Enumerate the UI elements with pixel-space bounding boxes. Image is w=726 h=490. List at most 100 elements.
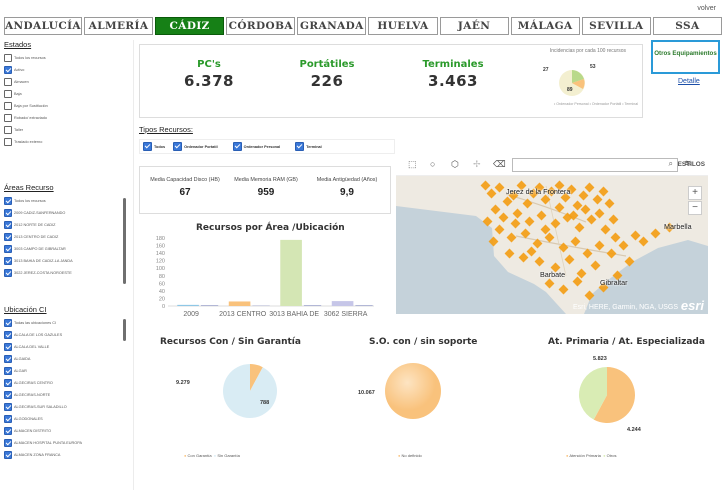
checkbox[interactable] (4, 245, 12, 253)
select-point-icon[interactable]: ✢ (473, 159, 481, 169)
ubicacion-option[interactable]: ALGAIDA (4, 353, 124, 365)
checkbox[interactable] (4, 355, 12, 363)
estados-option[interactable]: Taller (4, 124, 124, 136)
volver-link[interactable]: volver (697, 5, 716, 12)
checkbox[interactable] (232, 142, 242, 151)
tab-5[interactable]: HUELVA (368, 17, 438, 35)
ubicacion-option[interactable]: ALGECIRAS-NORTE (4, 389, 124, 401)
layers-icon[interactable]: ≋ (684, 158, 692, 168)
areas-option[interactable]: 3013 BAHIA DE CADIZ-LA JANDA (4, 255, 124, 267)
otros-equipamientos-button[interactable]: Otros Equipamientos (651, 40, 720, 74)
tab-6[interactable]: JAÉN (439, 17, 509, 35)
areas-option[interactable]: 3022 JEREZ-COSTA NOROESTE (4, 267, 124, 279)
tipo-option[interactable]: Terminal (295, 142, 322, 151)
checkbox[interactable] (4, 102, 12, 110)
checkbox[interactable] (4, 331, 12, 339)
select-polygon-icon[interactable]: ⬡ (451, 159, 459, 169)
checkbox[interactable] (4, 209, 12, 217)
select-circle-icon[interactable]: ○ (430, 159, 436, 169)
search-icon[interactable]: ⌕ (668, 159, 673, 168)
pie-slice[interactable] (223, 364, 277, 418)
checkbox[interactable] (4, 233, 12, 241)
bar[interactable] (280, 239, 302, 306)
tab-2[interactable]: CÁDIZ (155, 17, 225, 35)
pie-slice[interactable] (579, 367, 607, 420)
bar-minor[interactable] (355, 305, 373, 306)
zoom-out-button[interactable]: − (688, 201, 702, 215)
bar[interactable] (228, 301, 251, 306)
ubicacion-option[interactable]: ALGECIRAS-SUR SALADILLO (4, 401, 124, 413)
select-rectangle-icon[interactable]: ⬚ (408, 159, 417, 169)
checkbox[interactable] (4, 197, 12, 205)
bar[interactable] (331, 301, 354, 306)
bar-minor[interactable] (200, 305, 219, 306)
pie-slice[interactable] (593, 367, 635, 423)
estados-option[interactable]: Almacen (4, 76, 124, 88)
checkbox[interactable] (4, 367, 12, 375)
estados-option[interactable]: Baja por Sustitución (4, 100, 124, 112)
checkbox[interactable] (4, 415, 12, 423)
ubicacion-option[interactable]: ALGODONALES (4, 413, 124, 425)
areas-scrollbar[interactable] (123, 198, 126, 284)
ubicacion-option[interactable]: ALMACEN ZONA FRANCA (4, 449, 124, 461)
tipo-option[interactable]: Todos (143, 142, 165, 151)
tab-7[interactable]: MÁLAGA (510, 17, 580, 35)
tipo-option[interactable]: Ordenador Personal (232, 142, 280, 151)
tab-8[interactable]: SEVILLA (581, 17, 651, 35)
checkbox[interactable] (4, 221, 12, 229)
estados-option[interactable]: Todos los recursos (4, 52, 124, 64)
estilos-button[interactable]: ESTILOS (677, 161, 705, 168)
areas-option[interactable]: 2009 CADIZ-SANFERNANDO (4, 207, 124, 219)
ubicacion-option[interactable]: Todas las ubicaciones CI (4, 317, 124, 329)
bar[interactable] (177, 304, 199, 306)
checkbox[interactable] (4, 257, 12, 265)
ubicacion-scrollbar[interactable] (123, 319, 126, 341)
clear-selection-icon[interactable]: ⌫ (493, 159, 506, 169)
ubicacion-option[interactable]: ALCALA DEL VALLE (4, 341, 124, 353)
areas-option[interactable]: 2012 NORTE DE CADIZ (4, 219, 124, 231)
tab-1[interactable]: ALMERÍA (83, 17, 154, 35)
checkbox[interactable] (4, 391, 12, 399)
checkbox[interactable] (4, 126, 12, 134)
checkbox[interactable] (4, 54, 12, 62)
checkbox[interactable] (4, 427, 12, 435)
checkbox[interactable] (295, 142, 305, 151)
checkbox[interactable] (4, 78, 12, 86)
tipo-option[interactable]: Ordenador Portatil (173, 142, 218, 151)
tab-9[interactable]: SSA (652, 17, 722, 35)
checkbox[interactable] (4, 114, 12, 122)
bar-minor[interactable] (303, 305, 322, 306)
checkbox[interactable] (4, 343, 12, 351)
checkbox[interactable] (4, 403, 12, 411)
checkbox[interactable] (4, 269, 12, 277)
tab-0[interactable]: ANDALUCÍA (4, 17, 82, 35)
estados-option[interactable]: Baja (4, 88, 124, 100)
ubicacion-option[interactable]: ALCALA DE LOS GAZULES (4, 329, 124, 341)
ubicacion-option[interactable]: ALMACEN DISTRITO (4, 425, 124, 437)
tab-3[interactable]: CÓRDOBA (226, 17, 296, 35)
checkbox[interactable] (4, 90, 12, 98)
areas-option[interactable]: 3003 CAMPO DE GIBRALTAR (4, 243, 124, 255)
ubicacion-option[interactable]: ALMACEN HOSPITAL PUNTA EUROPA (4, 437, 124, 449)
ubicacion-option[interactable]: ALGAR (4, 365, 124, 377)
map-view[interactable]: ⬚ ○ ⬡ ✢ ⌫ ⌕ ≋ ESTILOS + − Jerez de la Fr… (396, 154, 708, 314)
checkbox[interactable] (4, 138, 12, 146)
checkbox[interactable] (4, 439, 12, 447)
areas-option[interactable]: 2013 CENTRO DE CADIZ (4, 231, 124, 243)
checkbox[interactable] (143, 142, 152, 151)
checkbox[interactable] (4, 451, 12, 459)
ubicacion-option[interactable]: ALGECIRAS CENTRO (4, 377, 124, 389)
detalle-link[interactable]: Detalle (678, 78, 700, 85)
areas-option[interactable]: Todos los recursos (4, 195, 124, 207)
zoom-in-button[interactable]: + (688, 186, 702, 200)
checkbox[interactable] (4, 319, 12, 327)
checkbox[interactable] (173, 142, 183, 151)
estados-option[interactable]: Traslado externo (4, 136, 124, 148)
map-search-input[interactable]: ⌕ (512, 158, 678, 172)
checkbox[interactable] (4, 379, 12, 387)
estados-option[interactable]: Activo (4, 64, 124, 76)
checkbox[interactable] (4, 66, 12, 74)
estados-option[interactable]: Robado/ extraviado (4, 112, 124, 124)
tab-4[interactable]: GRANADA (297, 17, 367, 35)
pie-slice[interactable] (250, 364, 263, 391)
